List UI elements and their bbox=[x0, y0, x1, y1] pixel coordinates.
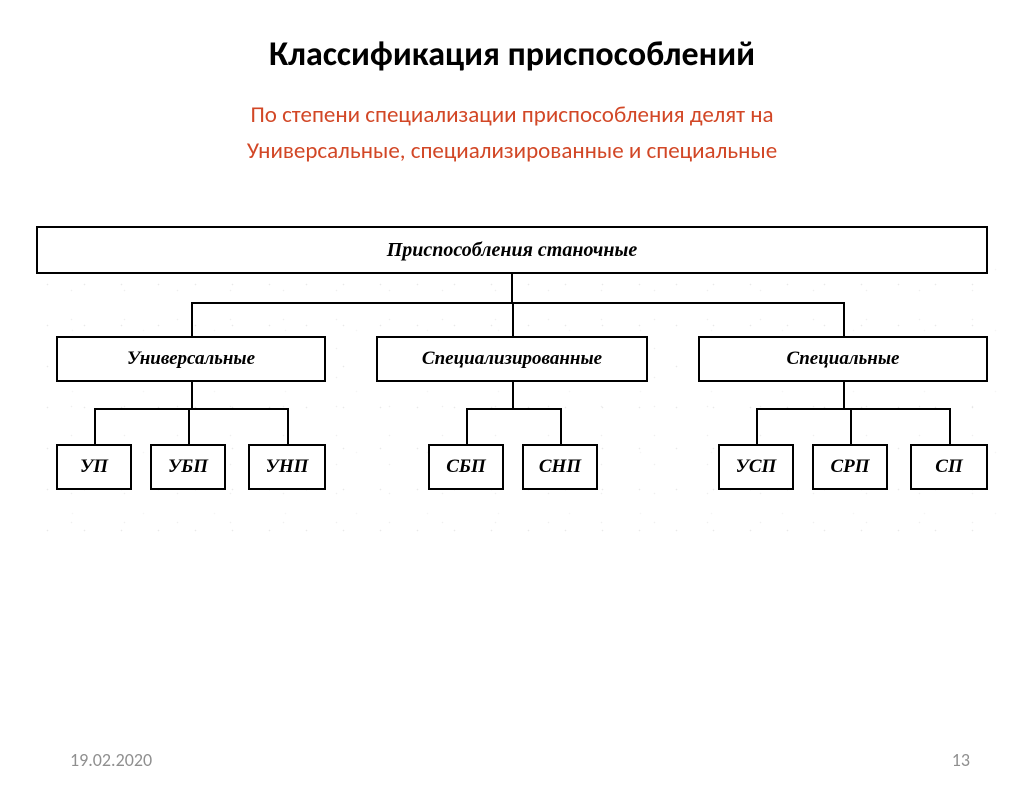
node-n7: СРП bbox=[812, 444, 888, 490]
node-g2: Специализированные bbox=[376, 336, 648, 382]
node-n8: СП bbox=[910, 444, 988, 490]
node-n6: УСП bbox=[718, 444, 794, 490]
node-label: Универсальные bbox=[127, 348, 255, 370]
node-n5: СНП bbox=[522, 444, 598, 490]
node-label: СП bbox=[935, 456, 962, 478]
edge bbox=[466, 408, 560, 410]
footer-page: 13 bbox=[952, 749, 970, 771]
edge bbox=[191, 302, 193, 336]
node-n2: УБП bbox=[150, 444, 226, 490]
edge bbox=[560, 408, 562, 444]
node-label: УП bbox=[80, 456, 108, 478]
edge bbox=[191, 382, 193, 408]
edge bbox=[756, 408, 951, 410]
edge bbox=[466, 408, 468, 444]
node-root: Приспособления станочные bbox=[36, 226, 988, 274]
node-label: СРП bbox=[830, 456, 869, 478]
edge bbox=[511, 274, 513, 302]
hierarchy-diagram: Приспособления станочные Универсальные Спе… bbox=[36, 226, 988, 526]
edge bbox=[843, 382, 845, 408]
node-n3: УНП bbox=[248, 444, 326, 490]
edge bbox=[843, 302, 845, 336]
node-label: СБП bbox=[446, 456, 486, 478]
edge bbox=[756, 408, 758, 444]
edge bbox=[512, 382, 514, 408]
edge bbox=[191, 302, 843, 304]
node-label: СНП bbox=[539, 456, 581, 478]
subtitle-line-1: По степени специализации приспособления … bbox=[0, 97, 1024, 133]
node-g1: Универсальные bbox=[56, 336, 326, 382]
edge bbox=[188, 408, 190, 444]
edge bbox=[94, 408, 96, 444]
edge bbox=[512, 302, 514, 336]
node-label: Специальные bbox=[787, 348, 900, 370]
edge bbox=[287, 408, 289, 444]
edge bbox=[94, 408, 289, 410]
edge bbox=[949, 408, 951, 444]
footer-date: 19.02.2020 bbox=[70, 749, 152, 771]
node-label: УБП bbox=[168, 456, 208, 478]
node-n1: УП bbox=[56, 444, 132, 490]
subtitle: По степени специализации приспособления … bbox=[0, 97, 1024, 169]
node-label: УСП bbox=[736, 456, 777, 478]
node-g3: Специальные bbox=[698, 336, 988, 382]
node-label: Приспособления станочные bbox=[387, 239, 638, 262]
node-label: Специализированные bbox=[422, 348, 602, 370]
subtitle-line-2: Универсальные, специализированные и спец… bbox=[0, 133, 1024, 169]
node-n4: СБП bbox=[428, 444, 504, 490]
page-title: Классификация приспособлений bbox=[0, 34, 1024, 75]
node-label: УНП bbox=[266, 456, 309, 478]
edge bbox=[850, 408, 852, 444]
